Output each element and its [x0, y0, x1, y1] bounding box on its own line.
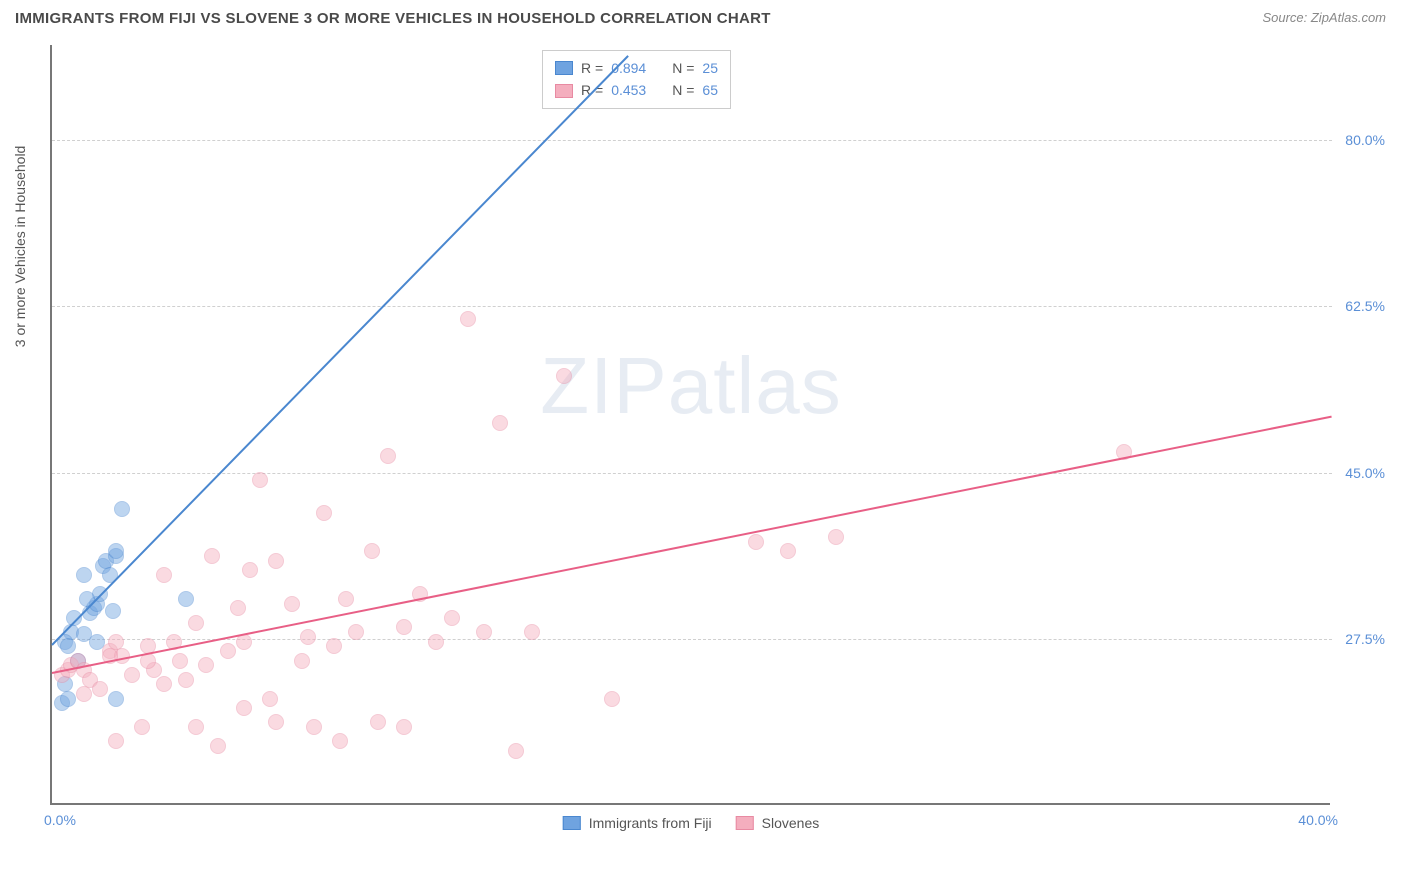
stats-N-label: N =	[672, 57, 694, 79]
y-axis-title: 3 or more Vehicles in Household	[12, 146, 28, 348]
scatter-point	[124, 667, 140, 683]
scatter-point	[188, 719, 204, 735]
stats-R-label: R =	[581, 57, 603, 79]
legend-swatch-fiji	[563, 816, 581, 830]
scatter-point	[105, 603, 121, 619]
scatter-point	[262, 691, 278, 707]
scatter-point	[332, 733, 348, 749]
legend-item-fiji: Immigrants from Fiji	[563, 815, 712, 831]
scatter-point	[204, 548, 220, 564]
scatter-point	[188, 615, 204, 631]
swatch-fiji	[555, 61, 573, 75]
scatter-point	[178, 672, 194, 688]
scatter-point	[460, 311, 476, 327]
chart-title: IMMIGRANTS FROM FIJI VS SLOVENE 3 OR MOR…	[15, 10, 771, 27]
scatter-point	[306, 719, 322, 735]
gridline	[52, 140, 1332, 141]
scatter-point	[492, 415, 508, 431]
source-attribution: Source: ZipAtlas.com	[1262, 10, 1386, 25]
scatter-point	[220, 643, 236, 659]
scatter-point	[604, 691, 620, 707]
scatter-point	[780, 543, 796, 559]
scatter-point	[236, 700, 252, 716]
scatter-point	[108, 634, 124, 650]
scatter-point	[108, 733, 124, 749]
scatter-point	[252, 472, 268, 488]
scatter-point	[268, 714, 284, 730]
scatter-point	[230, 600, 246, 616]
scatter-point	[92, 681, 108, 697]
legend-swatch-slovene	[736, 816, 754, 830]
x-axis-max-label: 40.0%	[1298, 812, 1338, 828]
scatter-point	[326, 638, 342, 654]
chart-container: 3 or more Vehicles in Household ZIPatlas…	[50, 45, 1390, 835]
gridline	[52, 306, 1332, 307]
scatter-point	[76, 567, 92, 583]
scatter-point	[348, 624, 364, 640]
gridline	[52, 473, 1332, 474]
scatter-point	[294, 653, 310, 669]
scatter-point	[524, 624, 540, 640]
y-tick-label: 62.5%	[1345, 298, 1385, 314]
scatter-point	[156, 676, 172, 692]
stats-N-value-slovene: 65	[702, 79, 718, 101]
scatter-point	[114, 501, 130, 517]
scatter-point	[444, 610, 460, 626]
stats-N-value-fiji: 25	[702, 57, 718, 79]
scatter-point	[60, 691, 76, 707]
stats-row-fiji: R = 0.894 N = 25	[555, 57, 718, 79]
scatter-point	[338, 591, 354, 607]
y-tick-label: 27.5%	[1345, 631, 1385, 647]
legend-label-fiji: Immigrants from Fiji	[589, 815, 712, 831]
trend-line	[51, 55, 628, 645]
scatter-point	[134, 719, 150, 735]
scatter-point	[300, 629, 316, 645]
scatter-point	[242, 562, 258, 578]
scatter-point	[428, 634, 444, 650]
scatter-point	[108, 691, 124, 707]
scatter-point	[370, 714, 386, 730]
scatter-point	[508, 743, 524, 759]
watermark: ZIPatlas	[540, 340, 841, 432]
scatter-point	[476, 624, 492, 640]
legend-item-slovene: Slovenes	[736, 815, 820, 831]
scatter-point	[210, 738, 226, 754]
scatter-point	[198, 657, 214, 673]
scatter-point	[396, 719, 412, 735]
legend-label-slovene: Slovenes	[762, 815, 820, 831]
scatter-point	[380, 448, 396, 464]
scatter-point	[748, 534, 764, 550]
plot-region: ZIPatlas R = 0.894 N = 25 R = 0.453 N = …	[50, 45, 1330, 805]
scatter-point	[396, 619, 412, 635]
watermark-bold: ZIP	[540, 341, 667, 430]
stats-R-value-slovene: 0.453	[611, 79, 646, 101]
stats-row-slovene: R = 0.453 N = 65	[555, 79, 718, 101]
series-legend: Immigrants from Fiji Slovenes	[563, 815, 820, 831]
swatch-slovene	[555, 84, 573, 98]
scatter-point	[76, 686, 92, 702]
scatter-point	[284, 596, 300, 612]
scatter-point	[556, 368, 572, 384]
scatter-point	[828, 529, 844, 545]
scatter-point	[60, 638, 76, 654]
scatter-point	[108, 543, 124, 559]
correlation-stats-legend: R = 0.894 N = 25 R = 0.453 N = 65	[542, 50, 731, 109]
scatter-point	[156, 567, 172, 583]
scatter-point	[316, 505, 332, 521]
scatter-point	[178, 591, 194, 607]
trend-line	[52, 416, 1332, 674]
stats-N-label: N =	[672, 79, 694, 101]
watermark-thin: atlas	[668, 341, 842, 430]
scatter-point	[364, 543, 380, 559]
y-tick-label: 45.0%	[1345, 465, 1385, 481]
y-tick-label: 80.0%	[1345, 132, 1385, 148]
scatter-point	[172, 653, 188, 669]
scatter-point	[268, 553, 284, 569]
x-axis-min-label: 0.0%	[44, 812, 76, 828]
